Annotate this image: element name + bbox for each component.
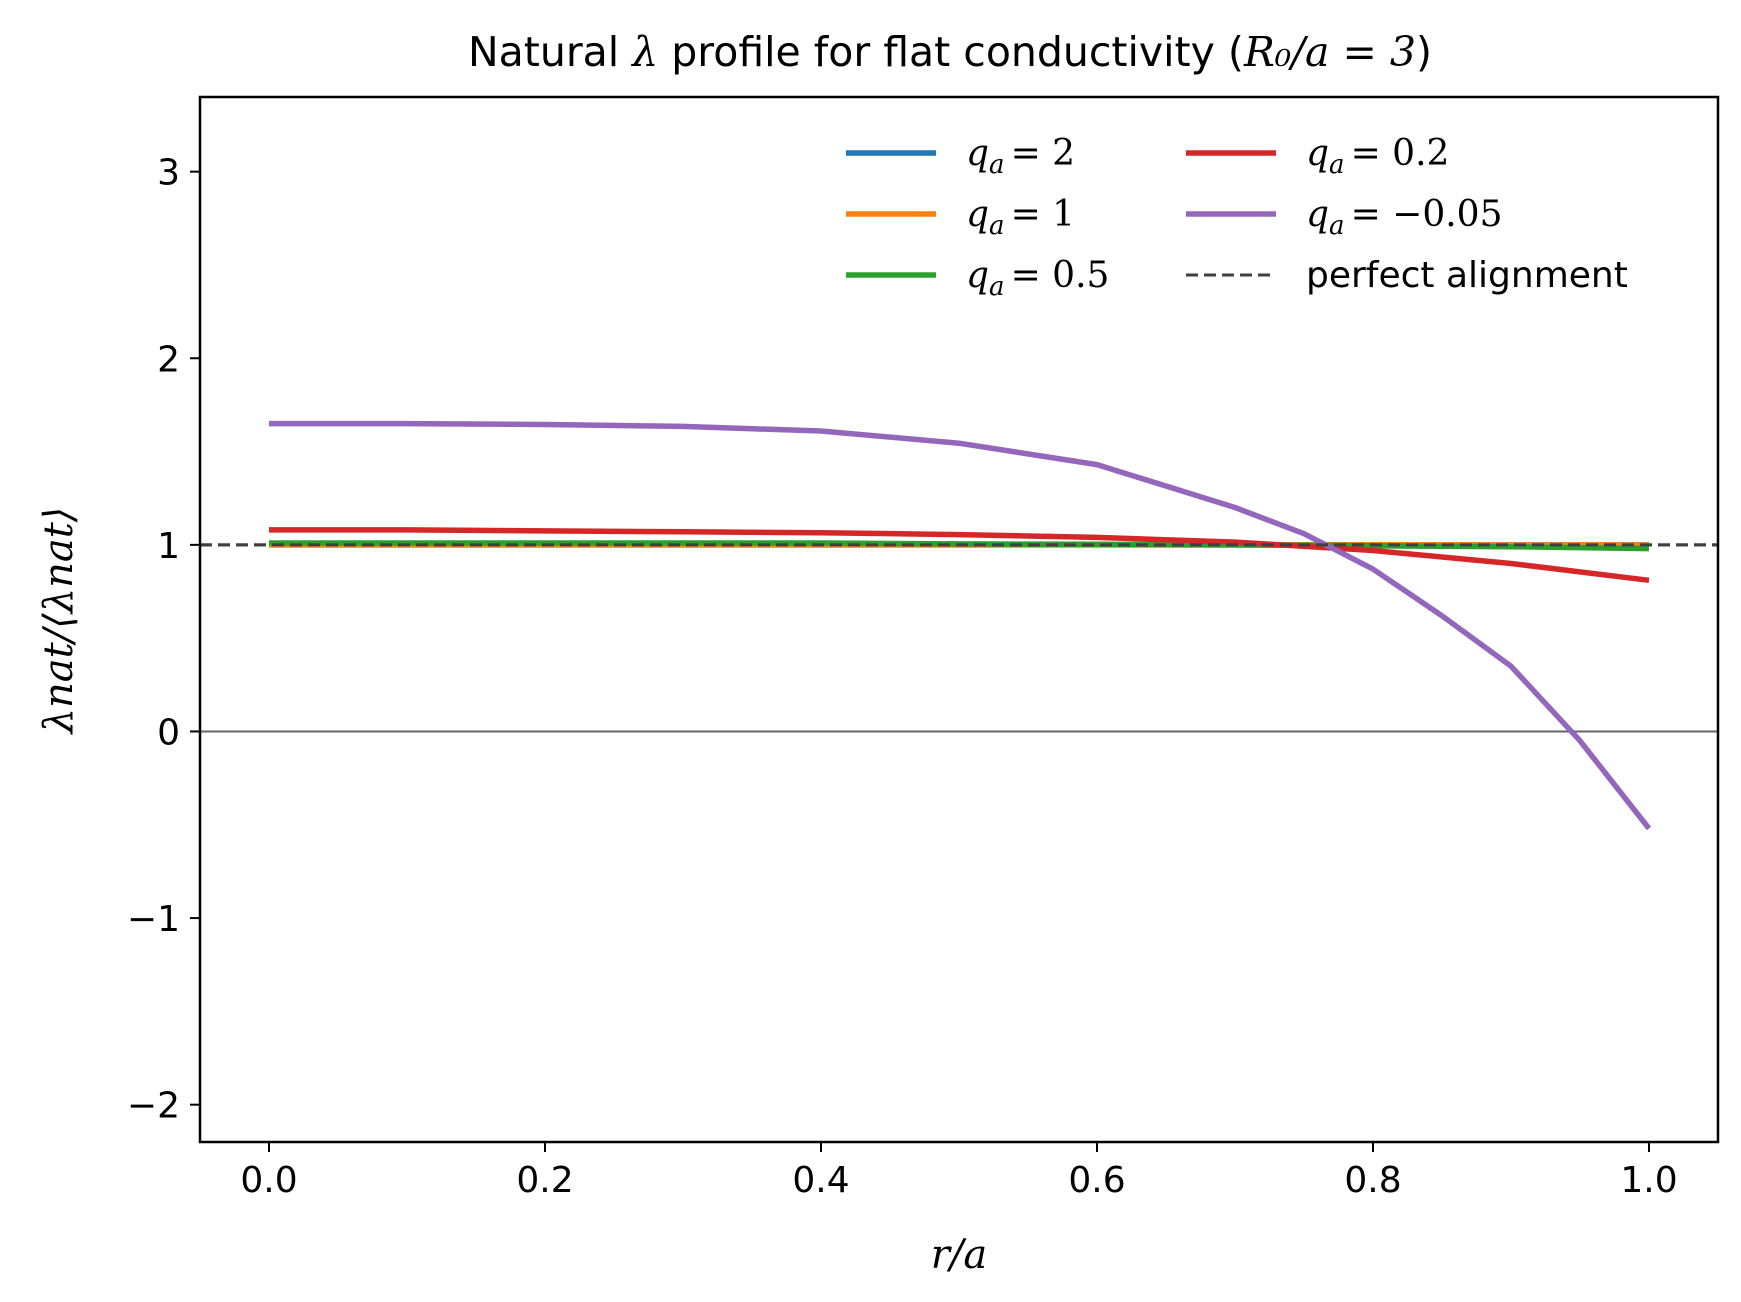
plot-area [200, 543, 1718, 733]
x-tick-label: 1.0 [1620, 1160, 1677, 1201]
x-tick-label: 0.2 [516, 1160, 573, 1201]
legend-label: qa = −0.05 [1306, 194, 1503, 241]
axes-frame [198, 95, 1720, 1144]
ticks-layer: 0.0 0.2 0.4 0.6 0.8 1.0 −2 −1 0 1 2 3 [127, 153, 1678, 1201]
x-tick-label: 0.8 [1344, 1160, 1401, 1201]
y-tick-label: −2 [127, 1086, 180, 1127]
y-tick-label: 1 [157, 526, 180, 567]
legend-label: qa = 2 [966, 133, 1075, 180]
x-tick-label: 0.6 [1068, 1160, 1125, 1201]
series-line-4 [269, 420, 1652, 831]
series-line-3 [269, 527, 1650, 584]
legend-label: perfect alignment [1306, 255, 1628, 296]
y-tick-label: 0 [157, 712, 180, 753]
legend: qa = 2 qa = 1 qa = 0.5 qa = 0.2 qa = −0.05 perfect… [846, 133, 1628, 302]
y-tick-label: 2 [157, 339, 180, 380]
x-tick-label: 0.0 [240, 1160, 297, 1201]
y-tick-label: −1 [127, 899, 180, 940]
y-tick-label: 3 [157, 153, 180, 194]
x-tick-label: 0.4 [792, 1160, 849, 1201]
y-axis-label: λnat/⟨λnat⟩ [36, 507, 82, 736]
legend-label: qa = 0.5 [966, 255, 1109, 302]
legend-label: qa = 1 [966, 194, 1075, 241]
x-axis-label: r/a [931, 1232, 987, 1278]
chart-title: Natural λ profile for flat conductivity … [468, 28, 1432, 76]
series-layer [200, 420, 1718, 831]
legend-label: qa = 0.2 [1306, 133, 1449, 180]
